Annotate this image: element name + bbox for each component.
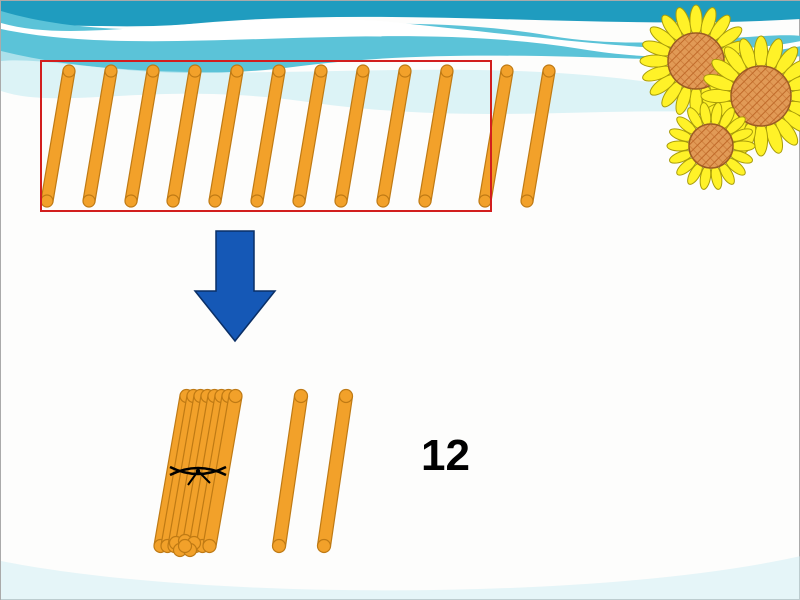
count-number: 12	[421, 431, 470, 481]
diagram-canvas	[1, 1, 800, 600]
loose-sticks	[273, 390, 353, 553]
arrow-down-icon	[195, 231, 275, 341]
stick-bundle	[154, 390, 242, 557]
slide: 12	[0, 0, 800, 600]
